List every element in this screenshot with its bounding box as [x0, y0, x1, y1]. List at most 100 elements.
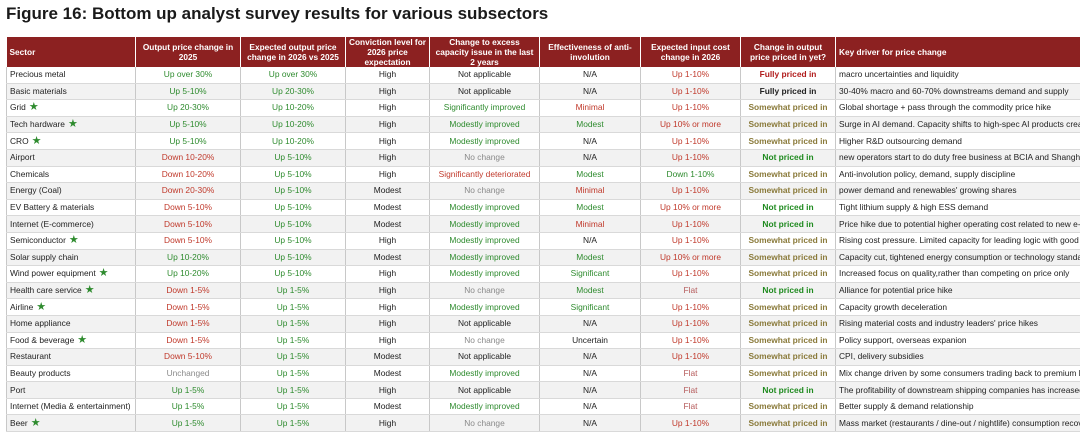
sector-name: Airport: [10, 152, 35, 163]
table-row: Internet (E-commerce) Down 5-10% Up 5-10% M…: [6, 215, 1080, 233]
star-icon: ★: [36, 300, 47, 313]
output-price-2025-cell: Down 5-10%: [135, 215, 241, 233]
sector-cell: Beer ★: [6, 414, 136, 433]
excess-capacity-change-cell: No change: [429, 149, 540, 167]
table-row: Tech hardware ★ Up 5-10% Up 10-20% High Modes…: [6, 116, 1080, 134]
expected-output-price-2026-cell: Up 5-10%: [240, 215, 346, 233]
priced-in-status-cell: Not priced in: [740, 215, 836, 233]
expected-output-price-2026-cell: Up 1-5%: [240, 348, 346, 366]
table-row: CRO ★ Up 5-10% Up 10-20% High Modestly improv…: [6, 132, 1080, 150]
anti-involution-cell: Minimal: [539, 99, 641, 117]
priced-in-status-cell: Somewhat priced in: [740, 365, 836, 383]
input-cost-2026-cell: Up 10% or more: [640, 199, 741, 217]
conviction-level-cell: High: [345, 232, 430, 250]
priced-in-status-cell: Somewhat priced in: [740, 315, 836, 333]
key-driver-cell: new operators start to do duty free busi…: [835, 149, 1080, 167]
table-row: Grid ★ Up 20-30% Up 10-20% High Significantly…: [6, 99, 1080, 117]
anti-involution-cell: Modest: [539, 282, 641, 300]
input-cost-2026-cell: Flat: [640, 381, 741, 399]
expected-output-price-2026-cell: Up 5-10%: [240, 166, 346, 184]
priced-in-status-cell: Somewhat priced in: [740, 414, 836, 433]
priced-in-status-cell: Fully priced in: [740, 67, 836, 84]
sector-cell: Energy (Coal): [6, 182, 136, 200]
priced-in-status-cell: Somewhat priced in: [740, 332, 836, 350]
sector-cell: Airline ★: [6, 298, 136, 316]
output-price-2025-cell: Unchanged: [135, 365, 241, 383]
expected-output-price-2026-cell: Up over 30%: [240, 67, 346, 84]
sector-name: Grid: [10, 102, 26, 113]
conviction-level-cell: High: [345, 67, 430, 84]
anti-involution-cell: N/A: [539, 232, 641, 250]
sector-cell: Restaurant: [6, 348, 136, 366]
table-row: Restaurant Down 5-10% Up 1-5% Modest Not app…: [6, 348, 1080, 366]
key-driver-cell: The profitability of downstream shipping…: [835, 381, 1080, 399]
anti-involution-cell: Modest: [539, 166, 641, 184]
sector-name: Airline: [10, 301, 34, 312]
output-price-2025-cell: Down 5-10%: [135, 232, 241, 250]
excess-capacity-change-cell: Not applicable: [429, 83, 540, 101]
priced-in-status-cell: Not priced in: [740, 282, 836, 300]
expected-output-price-2026-cell: Up 1-5%: [240, 398, 346, 416]
output-price-2025-cell: Up 5-10%: [135, 132, 241, 150]
excess-capacity-change-cell: Not applicable: [429, 381, 540, 399]
output-price-2025-cell: Down 1-5%: [135, 315, 241, 333]
anti-involution-cell: N/A: [539, 83, 641, 101]
anti-involution-cell: Minimal: [539, 215, 641, 233]
anti-involution-cell: N/A: [539, 132, 641, 150]
priced-in-status-cell: Not priced in: [740, 199, 836, 217]
output-price-2025-cell: Up 10-20%: [135, 249, 241, 267]
header-row: Sector Output price change in 2025 Expec…: [6, 37, 1080, 67]
sector-cell: Beauty products: [6, 365, 136, 383]
sector-name: Food & beverage: [10, 334, 75, 345]
conviction-level-cell: Modest: [345, 215, 430, 233]
figure-title: Figure 16: Bottom up analyst survey resu…: [6, 4, 549, 23]
sector-name: Restaurant: [10, 351, 51, 362]
header-output-price-2025: Output price change in 2025: [135, 37, 241, 67]
expected-output-price-2026-cell: Up 10-20%: [240, 116, 346, 134]
header-excess-capacity: Change to excess capacity issue in the l…: [429, 37, 540, 67]
priced-in-status-cell: Fully priced in: [740, 83, 836, 101]
table-row: Home appliance Down 1-5% Up 1-5% High Not ap…: [6, 315, 1080, 333]
sector-name: Home appliance: [10, 318, 71, 329]
output-price-2025-cell: Up 20-30%: [135, 99, 241, 117]
expected-output-price-2026-cell: Up 1-5%: [240, 282, 346, 300]
output-price-2025-cell: Up 1-5%: [135, 414, 241, 433]
header-input-cost-2026: Expected input cost change in 2026: [640, 37, 741, 67]
key-driver-cell: Higher R&D outsourcing demand: [835, 132, 1080, 150]
sector-name: Solar supply chain: [10, 251, 79, 262]
input-cost-2026-cell: Flat: [640, 282, 741, 300]
expected-output-price-2026-cell: Up 5-10%: [240, 182, 346, 200]
table-row: Energy (Coal) Down 20-30% Up 5-10% Modest No…: [6, 182, 1080, 200]
table-row: Beer ★ Up 1-5% Up 1-5% High No change N/A Up 1-…: [6, 414, 1080, 433]
sector-cell: Basic materials: [6, 83, 136, 101]
excess-capacity-change-cell: Significantly improved: [429, 99, 540, 117]
survey-table-container[interactable]: Sector Output price change in 2025 Expec…: [6, 37, 1080, 435]
expected-output-price-2026-cell: Up 1-5%: [240, 365, 346, 383]
excess-capacity-change-cell: No change: [429, 414, 540, 433]
key-driver-cell: Mass market (restaurants / dine-out / ni…: [835, 414, 1080, 433]
sector-name: Semiconductor: [10, 235, 66, 246]
anti-involution-cell: Significant: [539, 298, 641, 316]
anti-involution-cell: N/A: [539, 398, 641, 416]
header-expected-output-price-2026: Expected output price change in 2026 vs …: [240, 37, 346, 67]
key-driver-cell: Rising material costs and industry leade…: [835, 315, 1080, 333]
table-row: Basic materials Up 5-10% Up 20-30% High Not …: [6, 83, 1080, 101]
input-cost-2026-cell: Up 1-10%: [640, 149, 741, 167]
key-driver-cell: Policy support, overseas expanion: [835, 332, 1080, 350]
priced-in-status-cell: Somewhat priced in: [740, 99, 836, 117]
star-icon: ★: [28, 101, 39, 114]
sector-cell: CRO ★: [6, 132, 136, 150]
sector-cell: Chemicals: [6, 166, 136, 184]
output-price-2025-cell: Down 10-20%: [135, 166, 241, 184]
input-cost-2026-cell: Up 1-10%: [640, 182, 741, 200]
input-cost-2026-cell: Up 10% or more: [640, 249, 741, 267]
excess-capacity-change-cell: Modestly improved: [429, 398, 540, 416]
anti-involution-cell: Modest: [539, 116, 641, 134]
conviction-level-cell: Modest: [345, 182, 430, 200]
sector-cell: Grid ★: [6, 99, 136, 117]
priced-in-status-cell: Somewhat priced in: [740, 232, 836, 250]
expected-output-price-2026-cell: Up 5-10%: [240, 232, 346, 250]
key-driver-cell: Anti-involution policy, demand, supply d…: [835, 166, 1080, 184]
expected-output-price-2026-cell: Up 1-5%: [240, 315, 346, 333]
excess-capacity-change-cell: No change: [429, 332, 540, 350]
